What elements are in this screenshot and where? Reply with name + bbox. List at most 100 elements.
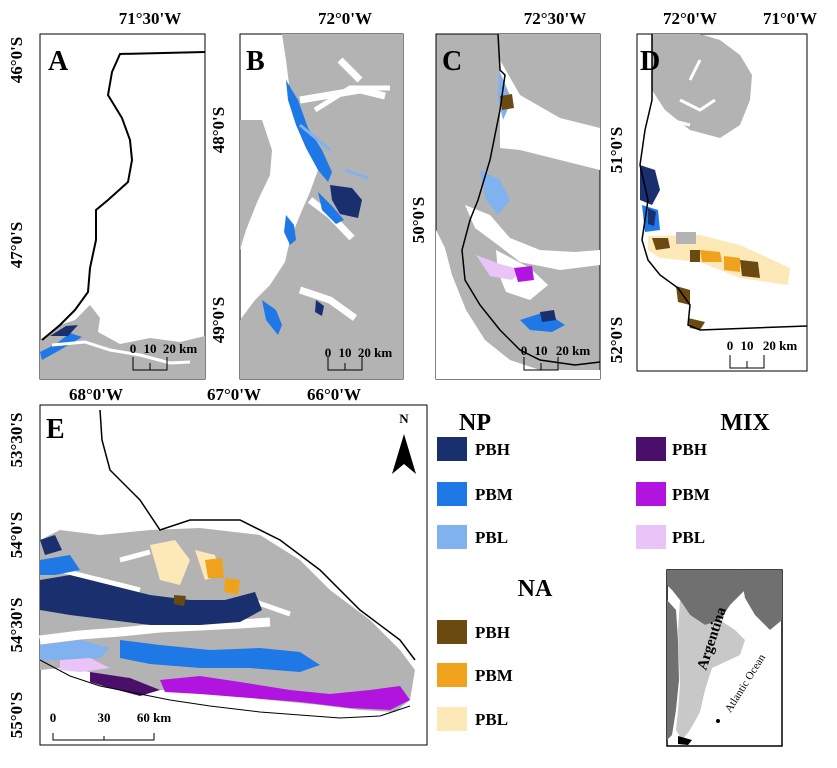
north-arrow: N [392, 411, 416, 474]
panel-b-letter: B [246, 46, 265, 77]
legend-mix-pbh-swatch [636, 437, 666, 461]
panel-d-channels [669, 59, 716, 127]
legend-np-pbh-swatch [437, 437, 467, 461]
panel-c-lake-middle [465, 205, 600, 270]
panel-b-west-land [240, 120, 272, 250]
panel-c-top-tick: 72°30'W [524, 9, 587, 28]
panel-a-scale-20: 20 km [163, 341, 197, 356]
panel-a-frame [39, 33, 206, 380]
panel-c-na-pbh-patch [500, 94, 514, 110]
legend-mix-pbl-swatch [636, 525, 666, 549]
panel-e-np-pbh-west [40, 535, 62, 555]
legend-np-pbl-label: PBL [475, 528, 508, 547]
panel-b-np-pbm-west [284, 215, 296, 245]
panel-c-scale-bar: 0 10 20 km [521, 343, 590, 371]
north-arrow-icon [392, 434, 416, 474]
panel-e-lake-fagnano [39, 617, 271, 645]
inset-east-neighbor [740, 570, 782, 630]
panel-b-np-pbh-cluster [330, 185, 362, 218]
panel-c-scale-0: 0 [521, 343, 528, 358]
panel-c-boundary [461, 33, 601, 366]
panel-e-coastline [99, 409, 416, 661]
panel-e-na-pbl-1 [150, 540, 190, 585]
panel-e-np-pbm-west [40, 555, 80, 575]
legend-na-pbl-swatch [437, 707, 467, 731]
panel-c-mix-pbl-patch [476, 255, 522, 280]
panel-e-na-pbh-1 [174, 595, 186, 606]
panel-a-np-pbm-patch [40, 333, 82, 360]
panel-d-scale-10: 10 [741, 338, 754, 353]
panel-b-scale-0: 0 [325, 345, 332, 360]
panel-d-scale-20: 20 km [763, 338, 797, 353]
panel-b-np-pbm-cluster [318, 192, 344, 224]
panel-e-scale-bar: 0 30 60 km [50, 710, 171, 741]
panel-c-np-pbh-south [540, 310, 556, 322]
panel-d-na-pbh-1 [652, 238, 670, 250]
north-arrow-label: N [399, 411, 409, 426]
panel-b: 72°0'W 48°0'S 49°0'S 0 10 20 km B 66°0'W [209, 9, 404, 404]
panel-a: 71°30'W 46°0'S 47°0'S 0 10 20 km A 68°0'… [7, 9, 261, 404]
legend-np-pbl-swatch [437, 525, 467, 549]
panel-d-left-tick-1: 51°0'S [607, 127, 626, 173]
panel-d-top-tick-2: 71°0'W [763, 9, 817, 28]
panel-d-scale-bar: 0 10 20 km [727, 338, 797, 369]
panel-a-scale-0: 0 [130, 341, 137, 356]
panel-b-left-tick-1: 48°0'S [209, 107, 228, 153]
panel-b-np-pbh-small [315, 300, 324, 316]
panel-e-np-pbm-band [120, 640, 320, 672]
panel-d-letter: D [640, 46, 660, 77]
legend-mix-pbh-label: PBH [672, 440, 707, 459]
legend-na-title: NA [518, 576, 553, 602]
legend-na-pbl-label: PBL [475, 710, 508, 729]
panel-c-lake-north [500, 60, 600, 170]
inset-argentina [676, 600, 745, 740]
panel-d-np-pbh-2 [648, 208, 656, 226]
panel-e-scale-60: 60 km [137, 710, 171, 725]
panel-c-left-tick: 50°0'S [409, 197, 428, 243]
panel-e-scale-0: 0 [50, 710, 57, 725]
legend-np-pbh-label: PBH [475, 440, 510, 459]
panel-e-scale-30: 30 [98, 710, 111, 725]
panel-e: 53°30'S 54°0'S 54°30'S 55°0'S N 0 30 60 [7, 404, 428, 746]
panel-d-na-pbm-2 [724, 256, 740, 272]
panel-c-scale-20: 20 km [556, 343, 590, 358]
panel-e-south-coast [39, 659, 411, 719]
inset-map: Argentina Atlantic Ocean [666, 569, 783, 747]
panel-e-np-pbh-band [40, 575, 262, 625]
inset-tierra-del-fuego [678, 736, 692, 745]
legend-na-pbh-label: PBH [475, 623, 510, 642]
panel-e-left-tick-1: 53°30'S [7, 413, 26, 468]
panel-e-na-pbm-2 [224, 578, 240, 595]
panel-a-top-tick: 71°30'W [119, 9, 182, 28]
legend-na-pbh-swatch [437, 620, 467, 644]
panel-c-np-pbm-south [520, 312, 565, 332]
panel-d-na-pbh-2 [690, 250, 700, 262]
panel-e-left-tick-3: 54°30'S [7, 598, 26, 653]
panel-b-scale-10: 10 [339, 345, 352, 360]
panel-e-left-tick-2: 54°0'S [7, 512, 26, 558]
panel-e-na-pbm-1 [205, 558, 224, 578]
panel-c: 72°30'W 50°0'S 0 10 20 km C [409, 9, 601, 380]
inset-falklands [716, 719, 720, 723]
legend-na-pbm-swatch [437, 663, 467, 687]
panel-c-north-land [498, 34, 600, 150]
panel-b-np-pbl-strands [299, 123, 369, 180]
panel-e-mix-pbl-west [60, 658, 110, 672]
legend-na-pbm-label: PBM [475, 666, 513, 685]
panel-d-top-tick-1: 72°0'W [663, 9, 717, 28]
panel-c-mix-pbm-patch [514, 266, 534, 282]
panel-d-boundary [639, 34, 808, 331]
panel-b-scale-bar: 0 10 20 km [325, 345, 392, 371]
legend-mix-title: MIX [720, 410, 770, 436]
legend-mix-pbm-swatch [636, 482, 666, 506]
panel-d-scale-0: 0 [727, 338, 734, 353]
legend-np-pbm-swatch [437, 482, 467, 506]
panel-e-left-tick-4: 55°0'S [7, 692, 26, 738]
legend-mix-pbm-label: PBM [672, 485, 710, 504]
inset-north-neighbor [667, 570, 745, 625]
panel-a-left-tick-2: 47°0'S [7, 222, 26, 268]
panel-b-left-tick-2: 49°0'S [209, 297, 228, 343]
panel-b-bottom-tick: 66°0'W [307, 385, 361, 404]
panel-c-letter: C [442, 46, 462, 77]
